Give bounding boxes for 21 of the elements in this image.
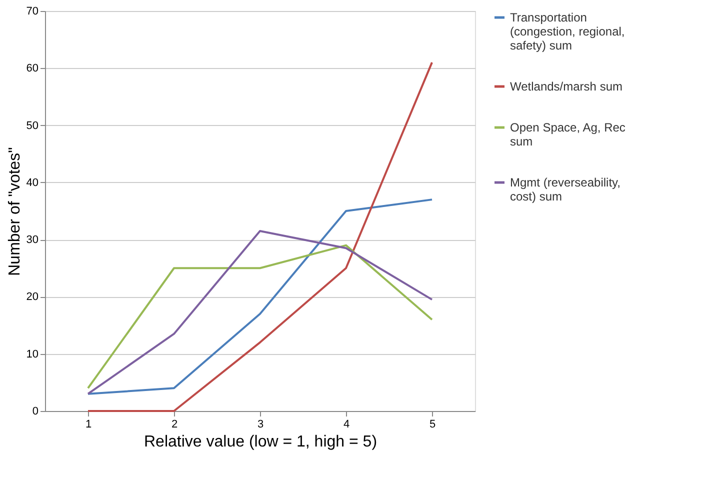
y-tick-label: 70 [26,6,38,18]
y-axis-title: Number of "votes" [6,147,24,276]
x-tick-label: 5 [429,418,436,430]
legend-label: Transportation (congestion, regional, safety) sum [510,10,625,52]
legend-label: Open Space, Ag, Rec sum [510,120,626,148]
y-tick-label: 60 [26,62,38,75]
y-tick-label: 20 [26,291,38,304]
legend-label: Wetlands/marsh sum [510,80,622,94]
legend-label: Mgmt (reverseability, cost) sum [510,176,620,204]
x-axis-title: Relative value (low = 1, high = 5) [144,434,378,450]
line-series [87,61,433,412]
x-tick-label: 1 [85,418,92,430]
y-tick-label: 50 [26,120,38,132]
x-tick-label: 2 [171,418,178,430]
y-tick-label: 30 [26,234,38,246]
x-tick-label: 4 [343,418,350,430]
y-tick-label: 0 [32,406,38,418]
x-tick-label: 3 [257,418,264,430]
line-series [87,198,433,395]
y-tick-label: 40 [26,176,38,189]
y-tick-label: 10 [26,348,38,360]
